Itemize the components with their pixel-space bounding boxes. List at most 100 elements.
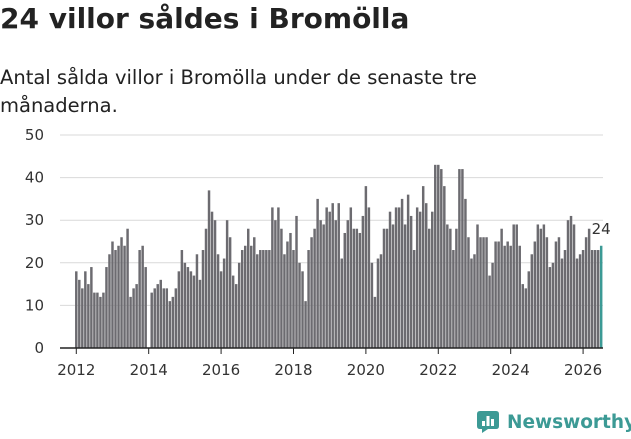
bar	[129, 297, 131, 348]
bar	[87, 284, 89, 348]
bar	[597, 250, 599, 348]
bar	[90, 267, 92, 348]
bar	[525, 288, 527, 348]
bar	[331, 203, 333, 348]
bar	[515, 224, 517, 348]
bar	[353, 229, 355, 348]
bar	[196, 254, 198, 348]
bar	[313, 229, 315, 348]
bar	[81, 288, 83, 348]
x-tick-label: 2016	[202, 361, 240, 379]
bar	[567, 220, 569, 348]
bar	[105, 267, 107, 348]
bar-chart-speech-bubble-icon	[476, 410, 500, 434]
bar	[365, 186, 367, 348]
bar	[111, 242, 113, 349]
bar	[150, 293, 152, 348]
bar	[386, 229, 388, 348]
bar	[540, 229, 542, 348]
bar	[410, 216, 412, 348]
bar	[244, 246, 246, 348]
bar	[582, 250, 584, 348]
highlighted-bar	[600, 246, 602, 348]
bar	[172, 297, 174, 348]
bar	[401, 199, 403, 348]
bar	[573, 224, 575, 348]
bar	[301, 271, 303, 348]
bar	[84, 271, 86, 348]
bar	[99, 297, 101, 348]
bar	[298, 263, 300, 348]
bar	[102, 293, 104, 348]
bar	[528, 271, 530, 348]
bar	[594, 250, 596, 348]
bar	[277, 207, 279, 348]
bar	[476, 224, 478, 348]
bar	[307, 250, 309, 348]
bar	[588, 229, 590, 348]
bar	[229, 237, 231, 348]
bar	[208, 190, 210, 348]
bar	[428, 229, 430, 348]
y-tick-label: 50	[25, 126, 44, 144]
bar	[271, 207, 273, 348]
bar	[347, 220, 349, 348]
bar	[461, 169, 463, 348]
bar	[292, 250, 294, 348]
bar	[576, 259, 578, 348]
bar	[368, 207, 370, 348]
bar	[531, 254, 533, 348]
bar	[431, 212, 433, 348]
bar	[440, 169, 442, 348]
bar	[202, 250, 204, 348]
bar	[467, 237, 469, 348]
bar	[108, 254, 110, 348]
bar	[413, 250, 415, 348]
bar	[166, 288, 168, 348]
bar	[371, 263, 373, 348]
x-tick-label: 2022	[419, 361, 457, 379]
data-labels: 24	[592, 220, 611, 238]
bar	[341, 259, 343, 348]
bar	[591, 250, 593, 348]
bar	[543, 224, 545, 348]
bar	[488, 276, 490, 348]
bar	[114, 250, 116, 348]
x-axis-ticks: 2012 2014 2016 2018 2020 2022 2024 2026	[57, 348, 602, 379]
bar	[434, 165, 436, 348]
bar	[169, 301, 171, 348]
bar	[419, 212, 421, 348]
bar	[579, 254, 581, 348]
bar	[395, 207, 397, 348]
bar	[334, 220, 336, 348]
bar	[256, 254, 258, 348]
brand-name: Newsworthy	[507, 412, 631, 433]
bar	[178, 271, 180, 348]
bar	[512, 224, 514, 348]
bar	[503, 246, 505, 348]
bar	[265, 250, 267, 348]
bar	[295, 216, 297, 348]
bar	[570, 216, 572, 348]
bar	[160, 280, 162, 348]
bar	[446, 224, 448, 348]
bar	[389, 212, 391, 348]
y-tick-label: 0	[34, 339, 44, 357]
bar	[75, 271, 77, 348]
bar	[470, 259, 472, 348]
bar	[322, 224, 324, 348]
bar	[458, 169, 460, 348]
bar	[398, 207, 400, 348]
bar	[138, 250, 140, 348]
bar	[522, 284, 524, 348]
bar	[157, 284, 159, 348]
bar	[500, 229, 502, 348]
bar	[509, 246, 511, 348]
bar	[356, 229, 358, 348]
bar	[141, 246, 143, 348]
x-tick-label: 2012	[57, 361, 95, 379]
bar	[199, 280, 201, 348]
y-axis-ticks: 01020304050	[25, 126, 44, 357]
bar	[205, 229, 207, 348]
bar	[443, 186, 445, 348]
